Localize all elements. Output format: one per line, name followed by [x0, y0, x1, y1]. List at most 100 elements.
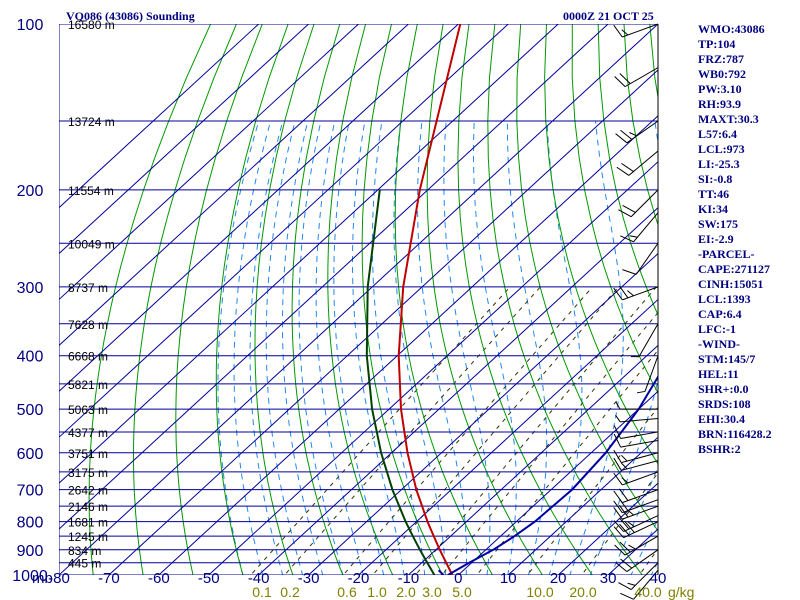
isotherm: [258, 206, 658, 575]
wind-barb: [613, 425, 659, 440]
wind-barb-flag: [620, 592, 634, 600]
temperature-tick-label: -20: [348, 570, 370, 587]
wind-barb: [620, 569, 659, 600]
chart-series: [365, 24, 658, 575]
wind-barb: [613, 449, 659, 464]
dry-adiabat: [487, 24, 643, 575]
wind-barb: [613, 433, 659, 448]
wind-barb-flag: [613, 472, 623, 486]
height-label: 2642 m: [68, 484, 108, 498]
dry-adiabat: [457, 24, 594, 575]
wind-barb-flag: [622, 269, 637, 275]
mixing-ratio-label: 0.1: [252, 584, 272, 600]
temperature-tick-label: 10: [500, 570, 517, 587]
wind-barb-shaft: [635, 242, 659, 275]
height-label: 445 m: [68, 557, 101, 571]
wind-barb-shaft: [630, 562, 659, 590]
height-label: 11554 m: [68, 184, 114, 198]
wind-barb-flag: [614, 544, 626, 556]
wind-barb-shaft: [638, 323, 659, 357]
chart-time: 0000Z 21 OCT 25: [563, 9, 654, 23]
wind-barb: [615, 120, 659, 144]
wind-barb-shaft: [626, 549, 659, 572]
wind-barb-shaft: [622, 489, 659, 504]
wind-barb: [618, 562, 659, 591]
dry-adiabat: [597, 24, 658, 317]
stat-item: FRZ:787: [698, 52, 744, 66]
pressure-tick-label: 700: [17, 483, 44, 500]
wind-barb-flag: [627, 509, 634, 516]
wind-barb-flag: [622, 204, 636, 213]
temperature-tick-label: -50: [198, 570, 220, 587]
wind-barb-flag: [613, 425, 622, 439]
wind-barb-shaft: [622, 505, 659, 520]
stat-item: WMO:43086: [698, 22, 765, 36]
wind-barb: [613, 515, 659, 533]
stat-item: STM:145/7: [698, 352, 756, 366]
mixing-ratio-label: 5.0: [452, 584, 472, 600]
wind-barb-shaft: [620, 418, 659, 423]
dry-adiabat: [779, 24, 800, 587]
dry-adiabat: [88, 24, 212, 575]
stat-item: BSHR:2: [698, 442, 741, 456]
wind-barb: [615, 549, 659, 572]
mixing-ratio-label: 40.0: [634, 584, 661, 600]
wind-barb-shaft: [622, 23, 659, 38]
pressure-tick-label: 200: [17, 183, 44, 200]
height-label: 1245 m: [68, 530, 108, 544]
temperature-tick-label: 30: [600, 570, 617, 587]
height-label: 13724 m: [68, 115, 115, 129]
temperature-tick-label: 40: [650, 570, 667, 587]
mixing-ratio-line: [638, 547, 658, 575]
wind-barb-shaft: [620, 439, 659, 448]
isotherm: [59, 24, 359, 301]
stat-item: SRDS:108: [698, 397, 751, 411]
moist-adiabat: [233, 120, 272, 575]
wind-barb-flag: [618, 285, 629, 299]
stat-item: SI:-0.8: [698, 172, 733, 186]
isotherm: [457, 390, 658, 575]
wind-barb-flag: [628, 544, 636, 550]
wind-barb: [613, 471, 659, 486]
temperature-profile: [397, 24, 462, 575]
temperature-tick-label: -30: [298, 570, 320, 587]
pressure-tick-label: 1000: [12, 568, 48, 585]
dry-adiabat: [426, 24, 543, 575]
wind-barb-flag: [616, 166, 630, 176]
mixing-ratio-unit: g/kg: [668, 584, 694, 600]
dry-adiabat: [175, 24, 263, 575]
wind-barb-flag: [613, 500, 623, 513]
wind-barb: [615, 414, 659, 423]
wind-barb-flag: [614, 76, 626, 87]
isotherm: [358, 298, 658, 575]
temperature-tick-label: -60: [148, 570, 170, 587]
temperature-tick-label: -10: [398, 570, 420, 587]
height-label: 3751 m: [68, 447, 108, 461]
height-label: 6668 m: [68, 350, 108, 364]
moist-adiabat: [569, 120, 624, 575]
wind-barb: [613, 285, 659, 301]
wind-barb-flag: [619, 523, 630, 536]
isotherm: [59, 24, 309, 255]
moist-adiabat: [315, 120, 364, 575]
dry-adiabat: [516, 24, 658, 532]
stat-item: CINH:15051: [698, 277, 764, 291]
height-label: 10049 m: [68, 237, 115, 251]
wind-barb-flag: [620, 235, 634, 243]
wind-barb-flag: [615, 562, 628, 572]
wind-barb-shaft: [621, 452, 659, 464]
moist-adiabat: [333, 120, 385, 575]
wind-barb-flag: [621, 162, 634, 172]
wind-barb-flag: [618, 505, 629, 518]
isotherm: [59, 24, 459, 393]
stat-item: SHR+:0.0: [698, 382, 749, 396]
wind-barb-shaft: [624, 67, 659, 88]
isotherm: [408, 344, 658, 575]
wind-barb-shaft: [623, 521, 659, 539]
isotherm: [208, 161, 658, 575]
wind-barb-flag: [613, 449, 622, 463]
stat-item: KI:34: [698, 202, 728, 216]
wind-barb-shaft: [620, 431, 659, 440]
isotherm: [59, 24, 409, 347]
